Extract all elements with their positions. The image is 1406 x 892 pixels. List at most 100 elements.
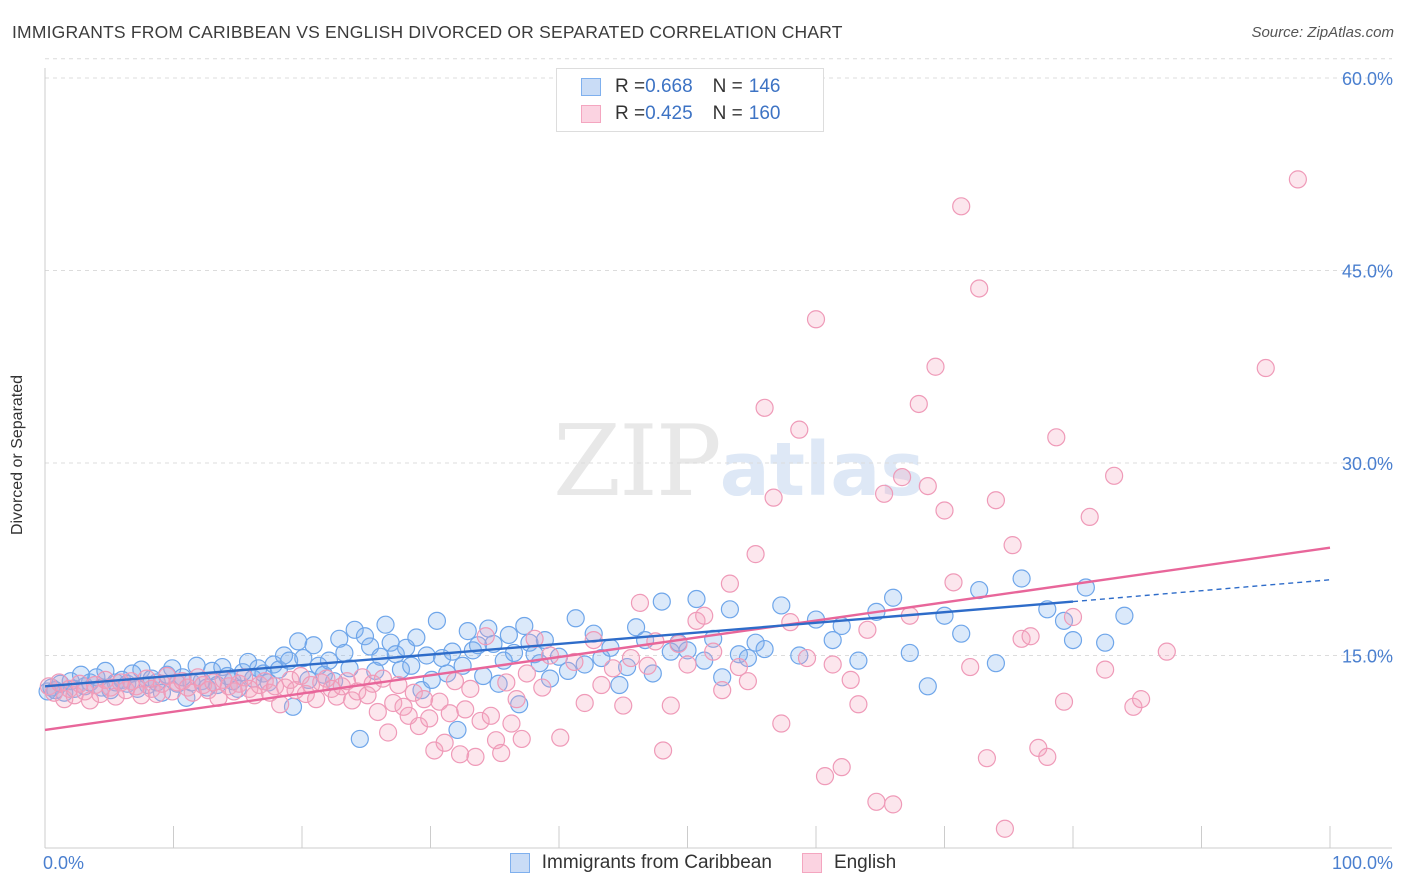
- english-point: [281, 670, 300, 689]
- series-english-points: [39, 170, 1307, 838]
- caribbean-point: [952, 624, 971, 643]
- legend-item-caribbean[interactable]: Immigrants from Caribbean: [509, 852, 772, 874]
- english-point: [823, 655, 842, 674]
- english-point: [841, 670, 860, 689]
- english-point: [995, 819, 1014, 838]
- english-point: [456, 700, 475, 719]
- source-label: Source: ZipAtlas.com: [1251, 24, 1394, 41]
- caribbean-point: [402, 656, 421, 675]
- english-point: [944, 573, 963, 592]
- english-point: [952, 197, 971, 216]
- caribbean-point: [900, 643, 919, 663]
- english-point: [121, 672, 141, 691]
- english-point: [414, 690, 434, 709]
- english-point: [926, 357, 945, 376]
- english-point: [909, 394, 928, 414]
- english-point: [935, 501, 954, 520]
- english-trend-line: [44, 546, 1331, 732]
- english-point: [858, 620, 877, 639]
- caribbean-point: [823, 630, 842, 650]
- english-point: [661, 696, 680, 715]
- english-point: [533, 678, 552, 697]
- english-point: [1256, 358, 1275, 378]
- english-point: [867, 792, 886, 811]
- x-tick-label: 0.0%: [43, 853, 84, 873]
- y-axis-label: Divorced or Separated: [9, 374, 26, 536]
- caribbean-trend-line: [44, 600, 1074, 688]
- english-point: [565, 652, 584, 672]
- caribbean-point: [558, 661, 578, 681]
- caribbean-point: [720, 600, 740, 619]
- english-point: [746, 545, 765, 564]
- caribbean-point: [335, 643, 354, 663]
- axes: [44, 68, 1392, 849]
- caribbean-point: [345, 620, 364, 639]
- english-legend-swatch: [801, 853, 822, 873]
- caribbean-point: [772, 596, 791, 615]
- stats-legend: R = 0.668 N = 146 R = 0.425 N = 160: [556, 68, 824, 132]
- english-point: [790, 420, 809, 439]
- english-point: [575, 693, 594, 713]
- english-point: [1063, 607, 1083, 627]
- legend-item-english[interactable]: English: [801, 852, 896, 874]
- english-point: [373, 669, 393, 688]
- caribbean-point: [515, 616, 534, 636]
- english-point: [755, 398, 774, 417]
- english-point: [1288, 170, 1307, 189]
- english-point: [797, 648, 817, 668]
- english-point: [1105, 466, 1124, 485]
- caribbean-point: [355, 627, 375, 646]
- english-point: [44, 683, 64, 702]
- english-point: [1003, 536, 1022, 555]
- caribbean-point: [849, 651, 868, 670]
- caribbean-point: [371, 647, 390, 666]
- english-point: [106, 687, 125, 706]
- english-point: [729, 657, 749, 677]
- english-point: [738, 672, 757, 691]
- caribbean-point: [1096, 633, 1115, 652]
- english-point: [1124, 697, 1143, 716]
- caribbean-point: [610, 675, 629, 695]
- legend-label: Immigrants from Caribbean: [541, 852, 772, 873]
- english-point: [1096, 660, 1115, 679]
- trend-lines: [44, 546, 1331, 732]
- english-point: [301, 675, 321, 695]
- caribbean-swatch: [581, 78, 601, 96]
- caribbean-point: [566, 609, 585, 628]
- n-label: N =: [712, 103, 743, 124]
- series-legend: Immigrants from Caribbean English: [0, 852, 1406, 874]
- caribbean-point: [489, 674, 508, 693]
- caribbean-point: [592, 648, 611, 668]
- english-point: [961, 657, 980, 677]
- english-point: [638, 656, 657, 675]
- caribbean-point: [474, 666, 493, 686]
- caribbean-point: [1063, 630, 1083, 650]
- english-point: [1054, 692, 1074, 711]
- caribbean-point: [1115, 606, 1134, 625]
- english-point: [492, 743, 511, 763]
- english-point: [764, 488, 783, 507]
- english-point: [409, 716, 429, 736]
- y-tick-labels: 15.0% 30.0% 45.0% 60.0%: [1342, 69, 1393, 667]
- english-point: [219, 677, 238, 696]
- caribbean-point: [918, 677, 937, 696]
- caribbean-point: [274, 646, 294, 665]
- english-point: [892, 468, 912, 487]
- n-value: 146: [748, 76, 781, 97]
- english-point: [435, 733, 454, 752]
- y-tick-label: 15.0%: [1342, 647, 1393, 667]
- english-point: [476, 627, 495, 646]
- caribbean-point: [330, 629, 349, 648]
- english-point: [461, 679, 480, 698]
- english-point: [384, 693, 403, 713]
- caribbean-point: [510, 695, 529, 714]
- y-tick-label: 60.0%: [1342, 69, 1393, 89]
- caribbean-point: [755, 639, 774, 659]
- caribbean-point: [678, 641, 697, 660]
- english-point: [540, 646, 560, 665]
- english-point: [551, 728, 570, 747]
- watermark-zip: ZIP: [553, 405, 722, 519]
- caribbean-point: [687, 589, 706, 609]
- english-swatch: [581, 105, 601, 123]
